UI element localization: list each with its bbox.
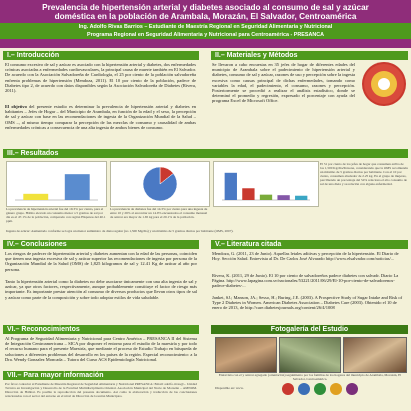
chart3-bar [277, 195, 290, 200]
chart3-bar [224, 172, 237, 200]
chart-diabetes-box [110, 161, 210, 207]
conclusions-paragraph-1: Los riesgos de padecer de hipertensión a… [5, 251, 197, 272]
chart-salt-intake-box [213, 161, 319, 207]
gallery-photo-3 [343, 337, 407, 373]
chart-hypertension-caption: La prevalencia de hipertensión arterial … [6, 207, 106, 223]
gallery-heading: Fotogalería del Estudio [211, 325, 408, 334]
sponsor-label: Disponible en: www. [215, 386, 244, 390]
chart3-bar [259, 194, 273, 200]
sponsor-logo-1 [282, 383, 294, 395]
study-logo [362, 62, 406, 106]
poster-title-line1: Prevalencia de hipertensión arterial y d… [42, 3, 369, 12]
sponsor-logo-3 [314, 383, 326, 395]
literature-ref-2: Rivera, K. (2011, 29 de Junio). El 10 po… [212, 273, 399, 289]
chart-salt-intake [222, 172, 310, 201]
objective-text: del presente estudio es determinar la pr… [5, 104, 197, 130]
conclusions-heading: IV.– Conclusiones [3, 240, 199, 249]
literature-ref-1: Mendoza, G. (2011, 23 de Junio). Aquella… [212, 251, 399, 262]
gallery-photo-1 [215, 337, 277, 373]
methods-heading: II.– Materiales y Métodos [211, 51, 408, 60]
chart3-bar [295, 195, 308, 200]
chart1-bar [64, 174, 90, 200]
chart-diabetes-caption: La prevalencia de diabetes fue del 14.3%… [110, 207, 208, 219]
more-info-text: Por favor contactar al Estudiante de Mae… [5, 382, 197, 398]
methods-paragraph: Se llevaron a cabo encuestas en 35 jefes… [212, 62, 355, 104]
chart1-bar [23, 193, 49, 200]
conclusions-paragraph-2: Tanto la hipertensión arterial como la d… [5, 279, 197, 300]
intro-paragraph-2: El objetivo del presente estudio es dete… [5, 104, 196, 130]
literature-ref-3: Janket, SJ.; Manson, JA.; Sesso, H.; Bur… [212, 295, 403, 311]
chart-hypertension [15, 174, 98, 201]
intro-heading: I.– Introducción [3, 51, 199, 60]
chart3-bar [242, 188, 255, 200]
sponsor-logo-2 [298, 383, 310, 395]
literature-heading: V.– Literatura citada [211, 240, 408, 249]
poster-title-line2: doméstica en la población de Arambala, M… [54, 12, 357, 21]
acknowledgements-heading: VI.– Reconocimientos [3, 325, 199, 334]
results-footnote: Ingesta de azúcar: Aumentado conforme se… [6, 229, 234, 233]
chart-salt-intake-caption: El 51 por ciento de los jefes de hogar q… [320, 162, 408, 186]
sponsor-logo-5 [346, 383, 358, 395]
chart-hypertension-box [6, 161, 107, 207]
chart-diabetes [142, 166, 178, 202]
objective-label: El objetivo [5, 104, 27, 109]
author-line: Ing. Adolfo Rivas Barrios – Estudiante d… [0, 23, 411, 31]
gallery-photo-2 [279, 337, 341, 373]
poster-header: Prevalencia de hipertensión arterial y d… [0, 0, 411, 48]
intro-paragraph-1: El consumo excesivo de sal y azúcar es a… [5, 62, 196, 94]
chart2-slice [142, 166, 178, 202]
study-logo-graphic [364, 64, 404, 104]
sponsor-logo-4 [330, 383, 342, 395]
acknowledgements-paragraph: Al Programa de Seguridad Alimentaria y N… [5, 336, 197, 362]
gallery-caption: Entrevista con el y azúcar agregado (ori… [218, 373, 402, 381]
results-heading: III.– Resultados [3, 149, 408, 158]
program-line: Programa Regional en Seguridad Alimentar… [0, 31, 411, 39]
more-info-heading: VII.– Para mayor información [3, 371, 199, 380]
